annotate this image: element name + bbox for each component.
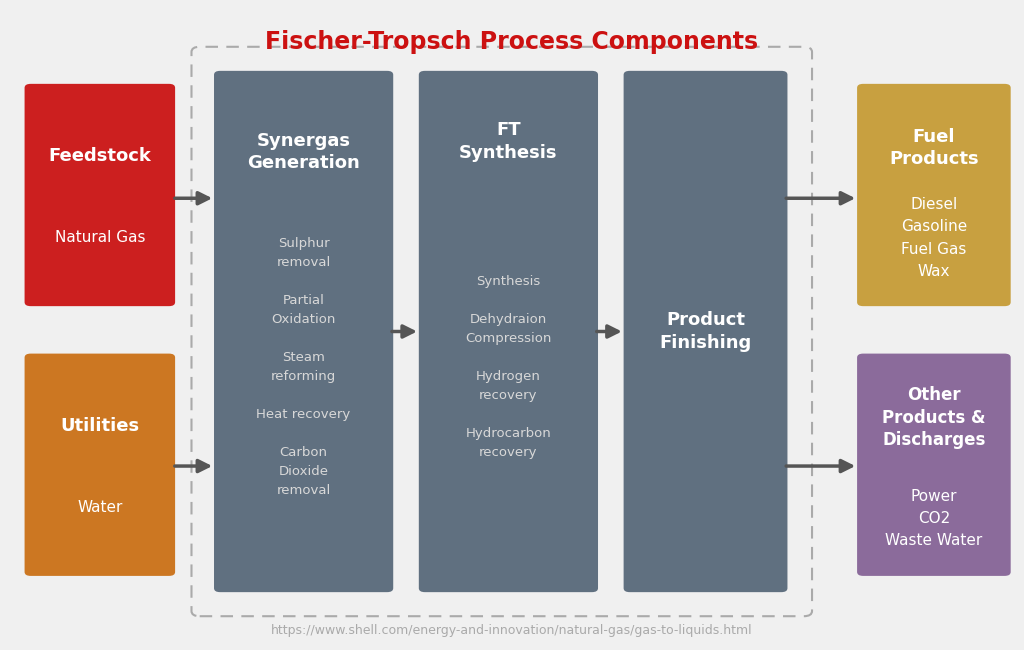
Text: FT
Synthesis: FT Synthesis bbox=[459, 122, 558, 162]
Text: Feedstock: Feedstock bbox=[48, 148, 152, 165]
FancyBboxPatch shape bbox=[419, 71, 598, 592]
Text: Utilities: Utilities bbox=[60, 417, 139, 435]
FancyBboxPatch shape bbox=[25, 84, 175, 306]
Text: Synergas
Generation: Synergas Generation bbox=[247, 132, 360, 172]
Text: Water: Water bbox=[77, 500, 123, 515]
Text: Natural Gas: Natural Gas bbox=[54, 230, 145, 246]
Text: https://www.shell.com/energy-and-innovation/natural-gas/gas-to-liquids.html: https://www.shell.com/energy-and-innovat… bbox=[271, 624, 753, 637]
Text: Synthesis

Dehydraion
Compression

Hydrogen
recovery

Hydrocarbon
recovery: Synthesis Dehydraion Compression Hydroge… bbox=[465, 276, 552, 460]
Text: Diesel
Gasoline
Fuel Gas
Wax: Diesel Gasoline Fuel Gas Wax bbox=[901, 197, 967, 279]
FancyBboxPatch shape bbox=[624, 71, 787, 592]
Text: Fischer-Tropsch Process Components: Fischer-Tropsch Process Components bbox=[265, 31, 759, 54]
Text: Other
Products &
Discharges: Other Products & Discharges bbox=[882, 386, 986, 448]
FancyBboxPatch shape bbox=[857, 354, 1011, 576]
FancyBboxPatch shape bbox=[857, 84, 1011, 306]
Text: Product
Finishing: Product Finishing bbox=[659, 311, 752, 352]
FancyBboxPatch shape bbox=[214, 71, 393, 592]
Text: Sulphur
removal

Partial
Oxidation

Steam
reforming

Heat recovery

Carbon
Dioxi: Sulphur removal Partial Oxidation Steam … bbox=[256, 237, 351, 497]
Text: Fuel
Products: Fuel Products bbox=[889, 127, 979, 168]
FancyBboxPatch shape bbox=[25, 354, 175, 576]
Text: Power
CO2
Waste Water: Power CO2 Waste Water bbox=[886, 489, 982, 548]
